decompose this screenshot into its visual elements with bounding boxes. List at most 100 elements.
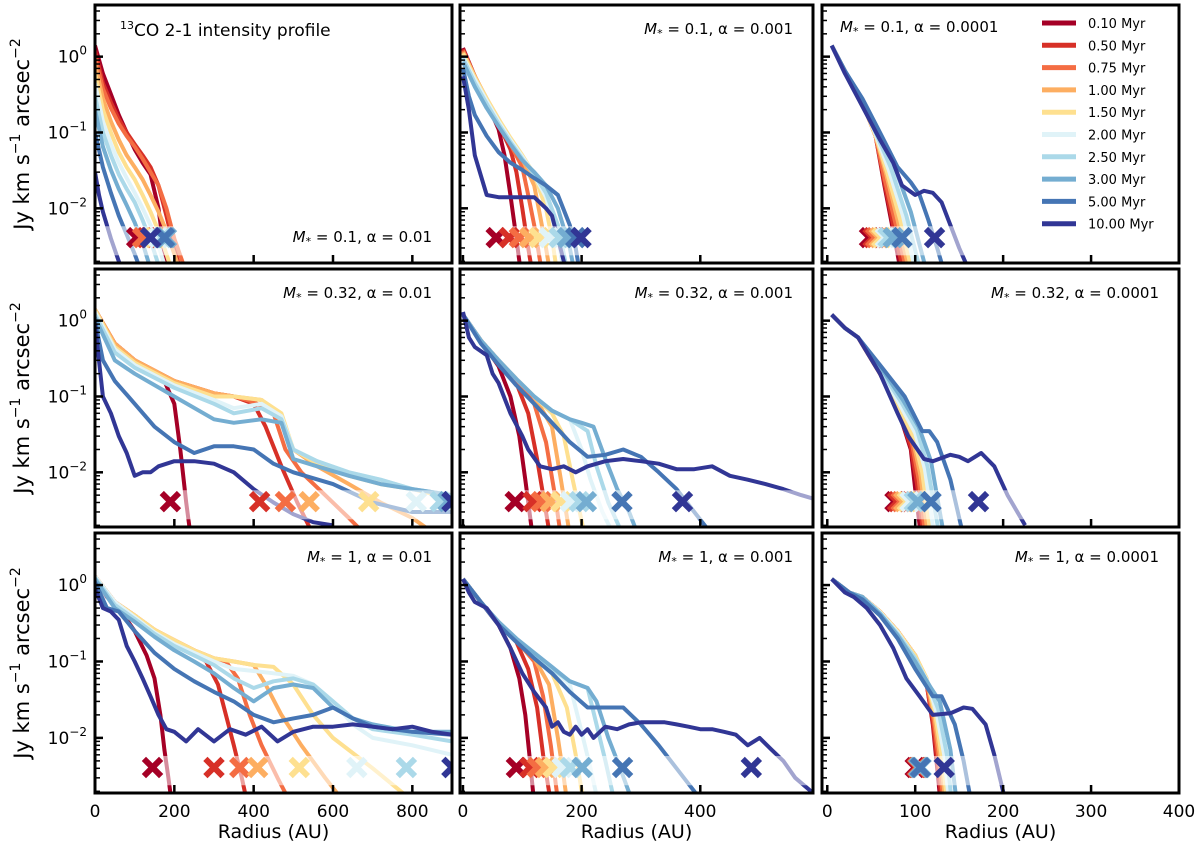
series-line-5.00-myr	[830, 577, 972, 793]
marker-0.50-myr	[203, 756, 225, 779]
series-line-5.00-myr	[461, 67, 581, 263]
legend-item: 1.50 Myr	[1042, 106, 1146, 121]
y-tick-label: 10−2	[48, 459, 87, 483]
tick-base: 10	[48, 729, 70, 749]
ylabel-part: Jy km s	[10, 418, 34, 496]
x-tick-label: 800	[396, 802, 428, 822]
legend-label: 5.00 Myr	[1088, 195, 1146, 210]
x-tick-label: 0	[458, 802, 469, 822]
label-subscript: *	[1004, 291, 1010, 304]
series-line-1.00-myr	[461, 577, 568, 793]
marker-band	[822, 755, 1179, 786]
plot-area	[460, 577, 813, 793]
marker-5.00-myr	[909, 756, 932, 779]
ylabel-part: Jy km s	[10, 154, 34, 232]
label-params: = 0.32, α = 0.001	[653, 284, 793, 302]
y-axis-title: Jy km s−1 arcsec−2	[8, 567, 34, 760]
plot-area	[822, 313, 1179, 527]
legend-item: 0.10 Myr	[1042, 17, 1146, 32]
label-mass-symbol: M	[293, 228, 306, 246]
series-line-3.00-myr	[461, 313, 638, 527]
label-params: = 0.32, α = 0.0001	[1009, 284, 1159, 302]
series-line-10.00-myr	[829, 44, 968, 263]
marker-1.00-myr	[298, 490, 320, 513]
plot-area	[95, 45, 452, 263]
chart-title: 13CO 2-1 intensity profile	[120, 19, 331, 41]
marker-band	[822, 490, 1179, 520]
axes-frame	[820, 3, 1181, 265]
legend-label: 10.00 Myr	[1088, 218, 1154, 233]
panel-m0.32-a0.01: M* = 0.32, α = 0.01	[93, 267, 454, 529]
marker-10.00-myr	[923, 226, 946, 249]
ylabel-part: Jy km s	[10, 683, 34, 761]
marker-5.00-myr	[611, 756, 634, 779]
series-line-10.00-myr	[461, 578, 813, 793]
label-subscript: *	[853, 25, 859, 38]
x-tick-label: 200	[987, 802, 1019, 822]
marker-10.00-myr	[570, 226, 592, 249]
tick-exponent: −1	[69, 119, 87, 133]
axes-frame	[820, 267, 1181, 529]
panel-label: M* = 0.32, α = 0.001	[635, 284, 793, 304]
legend-label: 0.10 Myr	[1088, 17, 1146, 32]
marker-10.00-myr	[933, 756, 955, 779]
legend-item: 3.00 Myr	[1042, 173, 1146, 188]
plot-area	[460, 311, 813, 527]
label-params: = 1, α = 0.001	[677, 548, 793, 566]
panel-m0.32-a0.001: M* = 0.32, α = 0.001	[458, 267, 815, 529]
tick-exponent: −2	[69, 195, 87, 209]
legend-label: 0.75 Myr	[1088, 62, 1146, 77]
x-tick-label: 100	[899, 802, 931, 822]
marker-3.00-myr	[571, 756, 593, 779]
legend-item: 2.50 Myr	[1042, 151, 1146, 166]
marker-0.75-myr	[274, 490, 297, 513]
tick-base: 10	[48, 123, 70, 143]
legend: 0.10 Myr 0.50 Myr 0.75 Myr 1.00 Myr 1.50 Myr…	[1042, 17, 1154, 233]
plot-area	[95, 575, 452, 793]
label-mass-symbol: M	[307, 548, 320, 566]
y-tick-label: 10−1	[48, 383, 87, 407]
tick-exponent: −2	[69, 459, 87, 473]
tick-base: 10	[48, 652, 70, 672]
marker-0.50-myr	[248, 490, 271, 513]
ylabel-sup: −1	[8, 663, 24, 684]
panel-m0.1-a0.0001: M* = 0.1, α = 0.0001	[820, 3, 1181, 265]
series-line-1.50-myr	[95, 308, 452, 501]
legend-item: 2.00 Myr	[1042, 129, 1146, 144]
ylabel-sup: −2	[8, 38, 24, 59]
series-line-10.00-myr	[95, 587, 452, 744]
panel-m1-a0.001: M* = 1, α = 0.001	[458, 531, 815, 795]
series-line-5.00-myr	[461, 313, 709, 527]
label-params: = 0.1, α = 0.001	[663, 20, 793, 38]
series-line-10.00-myr	[461, 311, 813, 501]
title-sup: 13	[120, 19, 134, 32]
plot-area	[822, 44, 1179, 263]
x-tick-label: 200	[565, 802, 597, 822]
series-line-2.00-myr	[95, 311, 452, 498]
label-mass-symbol: M	[991, 284, 1004, 302]
marker-3.00-myr	[907, 490, 929, 513]
tick-exponent: −2	[69, 725, 87, 739]
marker-5.00-myr	[153, 226, 176, 249]
label-params: = 0.32, α = 0.01	[302, 284, 432, 302]
tick-exponent: 0	[79, 308, 87, 322]
legend-item: 0.75 Myr	[1042, 62, 1146, 77]
series-line-10.00-myr	[830, 577, 1006, 793]
x-tick-label: 0	[90, 802, 101, 822]
series-line-5.00-myr	[830, 313, 964, 527]
tick-base: 10	[58, 576, 80, 596]
ylabel-sup: −2	[8, 302, 24, 323]
ylabel-sup: −1	[8, 134, 24, 155]
marker-5.00-myr	[920, 490, 942, 513]
series-line-10.00-myr	[95, 171, 122, 263]
marker-2.00-myr	[346, 756, 368, 779]
label-subscript: *	[1028, 555, 1034, 568]
tick-exponent: 0	[79, 572, 87, 586]
marker-10.00-myr	[967, 490, 990, 513]
label-subscript: *	[648, 291, 654, 304]
plot-area	[460, 47, 813, 263]
title-main: CO 2-1 intensity profile	[134, 21, 331, 41]
y-axis-title: Jy km s−1 arcsec−2	[8, 302, 34, 495]
